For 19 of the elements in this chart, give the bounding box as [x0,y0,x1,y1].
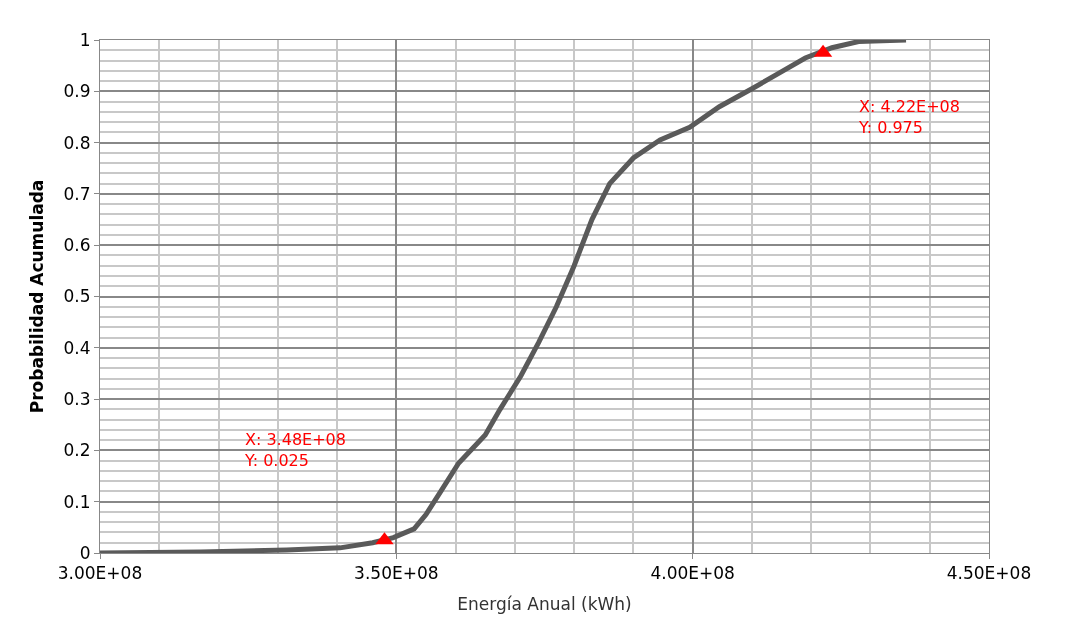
y-tick-label: 0.3 [63,389,91,410]
x-tick-label: 3.00E+08 [57,563,143,584]
y-tick-label: 0.7 [63,183,91,204]
annotation: X: 4.22E+08 Y: 0.975 [858,97,960,137]
y-tick-label: 1 [79,29,91,50]
x-tick-label: 4.50E+08 [946,563,1032,584]
x-axis-title: Energía Anual (kWh) [457,593,632,614]
y-tick-label: 0 [79,542,91,563]
annotation: X: 3.48E+08 Y: 0.025 [244,430,346,470]
x-tick-label: 3.50E+08 [354,563,439,584]
y-axis-title: Probabilidad Acumulada [27,179,48,414]
y-tick-label: 0.1 [63,491,91,512]
y-tick-label: 0.9 [63,81,91,102]
y-tick-label: 0.8 [63,132,91,153]
y-tick-label: 0.4 [63,337,91,358]
y-tick-label: 0.6 [63,235,91,256]
y-tick-label: 0.5 [63,286,91,307]
y-tick-label: 0.2 [63,440,91,461]
x-tick-label: 4.00E+08 [650,563,735,584]
